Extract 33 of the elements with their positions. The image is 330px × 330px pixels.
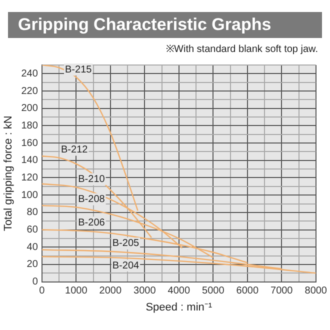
series-label: B-208 (78, 194, 106, 205)
y-tick-label: 60 (26, 224, 38, 236)
x-tick-label: 3000 (134, 286, 156, 297)
series-label: B-210 (78, 174, 106, 186)
x-tick-label: 1000 (65, 286, 88, 297)
y-tick-label: 220 (21, 86, 38, 97)
y-tick-label: 100 (21, 190, 38, 201)
x-tick-label: 0 (39, 286, 46, 297)
x-tick-label: 4000 (168, 286, 190, 297)
x-axis-title: Speed : min⁻¹ (146, 301, 212, 314)
x-tick-label: 7000 (270, 286, 294, 297)
chart-subtitle: ※With standard blank soft top jaw. (165, 43, 318, 55)
y-tick-label: 120 (21, 172, 38, 184)
y-tick-label: 180 (21, 120, 38, 132)
series-label: B-212 (61, 144, 88, 156)
y-tick-label: 20 (26, 259, 38, 270)
chart-title: Gripping Characteristic Graphs (8, 12, 322, 38)
series-label: B-205 (112, 238, 140, 250)
y-tick-label: 200 (21, 103, 38, 114)
y-axis-title: Total gripping force : kN (2, 116, 15, 232)
x-tick-label: 8000 (304, 286, 328, 297)
y-tick-label: 80 (26, 207, 38, 218)
y-tick-label: 140 (21, 155, 38, 166)
series-label: B-206 (78, 217, 106, 228)
y-tick-label: 160 (21, 138, 38, 149)
y-tick-label: 40 (26, 242, 38, 253)
x-tick-label: 2000 (99, 286, 122, 297)
y-tick-label: 240 (21, 68, 38, 80)
x-tick-label: 5000 (202, 286, 225, 297)
series-label: B-215 (65, 64, 92, 76)
x-tick-label: 6000 (236, 286, 259, 297)
series-label: B-204 (112, 260, 140, 272)
y-tick-label: 0 (32, 276, 38, 288)
